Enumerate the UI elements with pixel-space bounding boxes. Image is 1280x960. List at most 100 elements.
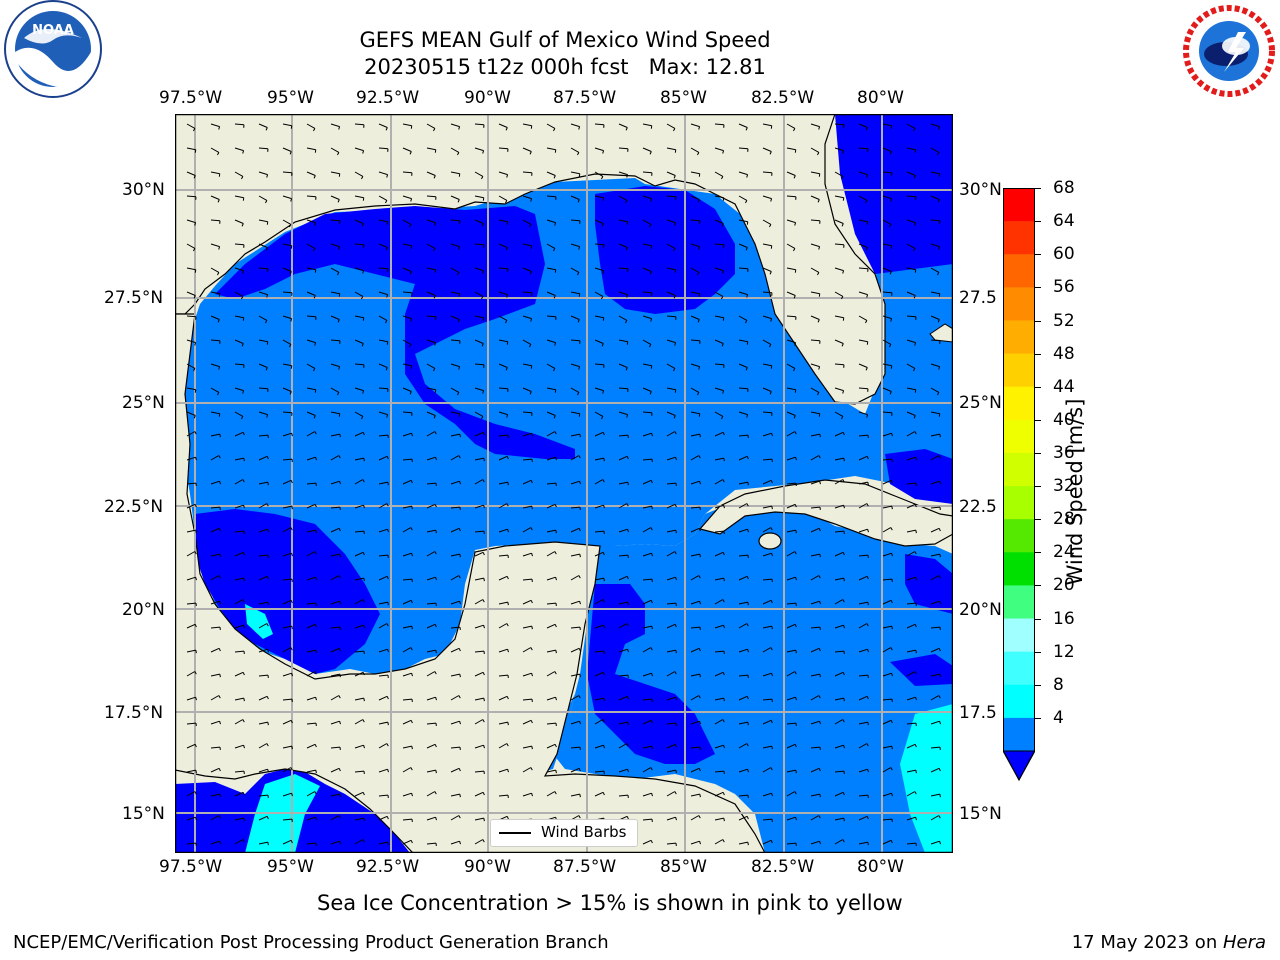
wind-barb <box>210 575 220 581</box>
wind-barb <box>882 527 892 533</box>
wind-barb-flag <box>434 624 437 628</box>
wind-barb <box>786 339 796 344</box>
wind-barb <box>474 479 484 485</box>
wind-barb-flag <box>290 720 293 724</box>
wind-barb-flag <box>554 551 557 555</box>
wind-barb <box>426 243 436 249</box>
wind-barb-flag <box>339 721 341 725</box>
wind-barb <box>306 791 316 797</box>
wind-barb-flag <box>746 221 749 225</box>
wind-barb-flag <box>530 720 533 724</box>
wind-barb <box>738 363 748 368</box>
wind-barb-flag <box>314 504 317 508</box>
wind-barb-flag <box>338 455 341 459</box>
wind-barb <box>258 743 268 749</box>
wind-barb <box>498 768 508 773</box>
wind-barb <box>354 650 365 653</box>
wind-barb-flag <box>818 815 821 819</box>
wind-barb <box>402 578 413 581</box>
wind-barb-flag <box>554 389 557 393</box>
lon-label-top: 82.5°W <box>751 88 815 108</box>
wind-barb-flag <box>507 482 509 486</box>
wind-barb-flag <box>290 480 293 484</box>
wind-barb-flag <box>648 344 652 348</box>
wind-barb-flag <box>602 270 605 274</box>
wind-barb-flag <box>675 770 677 774</box>
wind-barb <box>666 411 676 416</box>
wind-barb-flag <box>387 842 389 846</box>
wind-barb <box>666 842 677 845</box>
wind-barb <box>906 171 916 176</box>
wind-speed-map <box>174 113 954 854</box>
wind-barb <box>762 719 772 725</box>
wind-barb-flag <box>867 649 869 653</box>
wind-barb <box>714 457 724 461</box>
wind-barb <box>306 671 316 677</box>
wind-barb-flag <box>506 294 509 298</box>
wind-barb <box>306 291 316 296</box>
wind-barb-flag <box>674 551 677 555</box>
wind-barb <box>234 123 245 126</box>
wind-barb <box>354 219 364 224</box>
wind-barb-flag <box>818 246 821 250</box>
wind-barb <box>810 363 820 368</box>
wind-barb <box>906 123 916 129</box>
wind-barb-flag <box>722 197 725 201</box>
wind-barb-flag <box>744 200 748 204</box>
wind-barb-flag <box>434 744 437 748</box>
wind-barb <box>666 551 676 557</box>
wind-barb-flag <box>555 577 557 581</box>
wind-barb-flag <box>746 816 749 820</box>
wind-barb <box>738 623 748 629</box>
wind-barb-flag <box>555 457 557 461</box>
wind-barb <box>714 551 724 557</box>
wind-barb-flag <box>819 721 821 725</box>
wind-barb-flag <box>218 366 221 370</box>
wind-barb <box>258 503 268 509</box>
wind-barb-flag <box>195 697 197 701</box>
wind-barb <box>618 291 628 296</box>
wind-barb <box>546 623 556 629</box>
wind-barb-flag <box>890 480 893 484</box>
wind-barb-flag <box>218 575 221 579</box>
wind-barb-flag <box>505 127 508 131</box>
wind-barb <box>426 387 436 391</box>
wind-barb-flag <box>768 224 772 228</box>
wind-barb-flag <box>482 317 485 321</box>
wind-barb <box>618 123 628 128</box>
wind-barb-flag <box>672 128 676 132</box>
wind-barb <box>882 267 892 272</box>
wind-barb <box>258 674 269 677</box>
wind-barb <box>858 481 868 485</box>
wind-barb-flag <box>720 416 724 420</box>
wind-barb <box>378 554 389 557</box>
wind-barb <box>354 243 365 246</box>
wind-barb <box>378 315 388 321</box>
wind-barb-flag <box>480 176 484 180</box>
colorbar-tick-mark <box>1035 188 1041 189</box>
wind-barb <box>402 672 412 677</box>
wind-barb-flag <box>867 842 869 846</box>
wind-barb <box>714 650 725 653</box>
wind-barb <box>834 479 844 485</box>
wind-barb <box>426 722 437 725</box>
wind-barb-flag <box>528 344 532 348</box>
wind-barb-flag <box>291 626 293 630</box>
wind-barb <box>330 433 340 437</box>
wind-barb <box>858 674 869 677</box>
wind-barb-flag <box>793 175 796 179</box>
wind-barb-flag <box>432 368 436 372</box>
wind-barb-flag <box>363 505 365 509</box>
wind-barb <box>690 815 700 821</box>
wind-barb <box>402 792 412 797</box>
wind-barb <box>306 623 316 629</box>
wind-barb-flag <box>674 389 677 393</box>
wind-barb-flag <box>241 343 244 347</box>
wind-barb-flag <box>939 674 941 678</box>
wind-barb <box>738 601 748 605</box>
wind-barb-flag <box>601 343 604 347</box>
wind-barb <box>666 456 676 461</box>
wind-barb <box>282 578 293 581</box>
wind-barb-flag <box>818 648 821 652</box>
wind-barb <box>594 504 604 509</box>
